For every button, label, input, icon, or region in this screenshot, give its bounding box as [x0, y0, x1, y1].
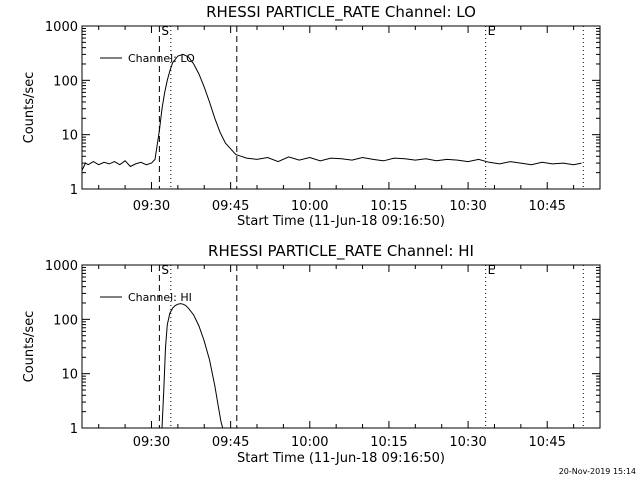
legend-label: Channel: LO [128, 52, 195, 65]
plot-frame [81, 25, 601, 190]
x-tick-label: 09:30 [133, 435, 170, 450]
series-line [81, 53, 582, 171]
y-tick-label: 1 [70, 183, 78, 198]
y-tick-label: 10 [61, 129, 78, 144]
legend-label: Channel: HI [128, 291, 192, 304]
event-marker-label: S [161, 263, 169, 277]
x-tick-label: 10:45 [528, 435, 565, 450]
y-tick-label: 1000 [45, 259, 78, 274]
event-marker-label: S [161, 24, 169, 38]
y-axis-label: Counts/sec [22, 311, 37, 383]
x-tick-label: 09:30 [133, 199, 170, 214]
y-axis-label: Counts/sec [22, 72, 37, 144]
x-tick-label: 10:45 [528, 199, 565, 214]
y-tick-label: 1 [70, 422, 78, 437]
series-line [161, 303, 224, 429]
x-tick-label: 10:15 [370, 435, 407, 450]
x-tick-label: 10:00 [291, 435, 328, 450]
y-tick-label: 100 [53, 313, 78, 328]
y-tick-label: 100 [53, 74, 78, 89]
chart-title: RHESSI PARTICLE_RATE Channel: LO [206, 3, 476, 22]
y-tick-label: 1000 [45, 20, 78, 35]
y-tick-label: 10 [61, 368, 78, 383]
x-tick-label: 10:30 [449, 199, 486, 214]
x-tick-label: 10:30 [449, 435, 486, 450]
x-axis-label: Start Time (11-Jun-18 09:16:50) [237, 214, 445, 229]
plot-frame [81, 264, 601, 429]
event-marker-label: E [488, 263, 496, 277]
footer-timestamp: 20-Nov-2019 15:14 [559, 467, 636, 476]
x-axis-label: Start Time (11-Jun-18 09:16:50) [237, 451, 445, 466]
x-tick-label: 10:00 [291, 199, 328, 214]
chart-title: RHESSI PARTICLE_RATE Channel: HI [208, 242, 474, 261]
event-marker-label: E [488, 24, 496, 38]
x-tick-label: 09:45 [212, 435, 249, 450]
x-tick-label: 09:45 [212, 199, 249, 214]
x-tick-label: 10:15 [370, 199, 407, 214]
